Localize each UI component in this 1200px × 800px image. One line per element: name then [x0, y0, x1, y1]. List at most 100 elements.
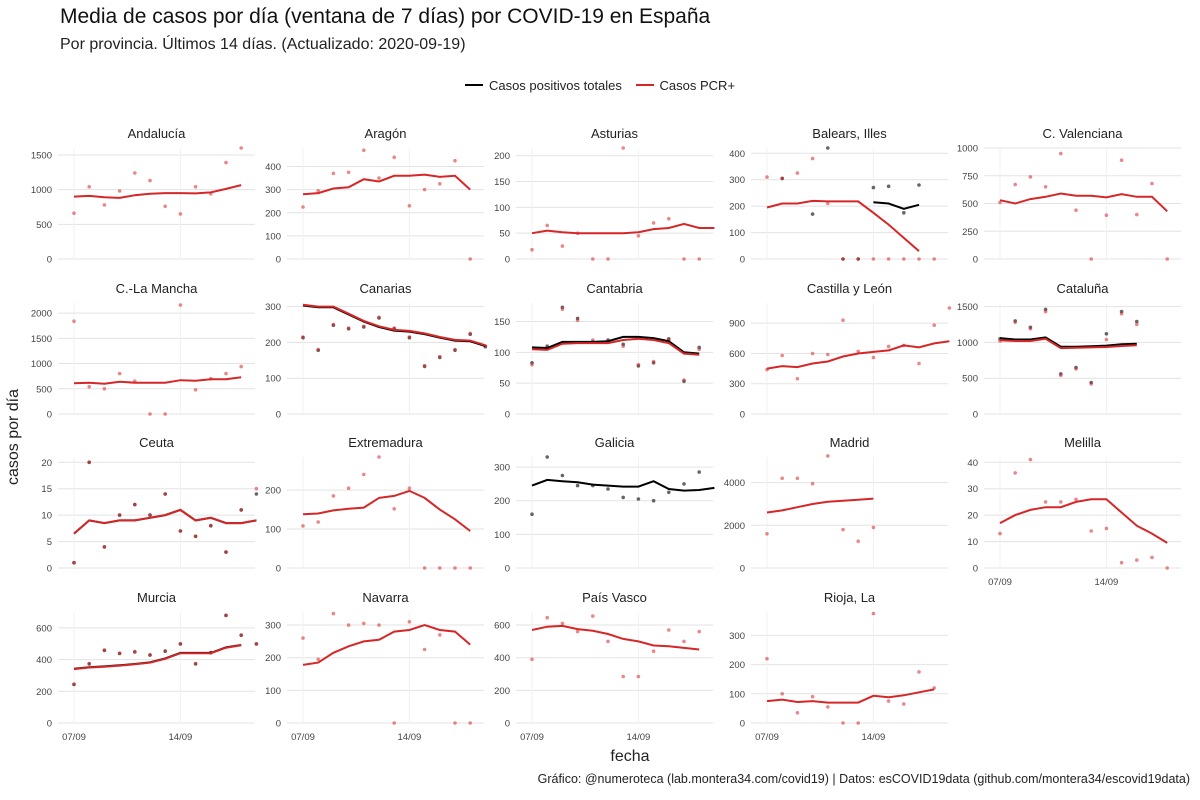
panel-title-balears-illes: Balears, Illes: [812, 126, 887, 141]
pcr-point-navarra: [377, 623, 381, 627]
y-tick-label-ceuta: 5: [47, 537, 52, 548]
pcr-point-castilla-y-leon: [947, 306, 952, 310]
pcr-point-cantabria: [682, 378, 686, 382]
pcr-point-c-la-mancha: [72, 319, 76, 324]
y-tick-label-pais-vasco: 0: [505, 719, 510, 730]
pcr-point-cantabria: [636, 362, 641, 367]
pcr-point-ceuta: [117, 513, 122, 517]
y-tick-label-c-la-mancha: 1000: [31, 359, 52, 370]
pcr-point-navarra: [468, 721, 473, 725]
y-tick-label-ceuta: 15: [41, 484, 52, 495]
y-tick-label-asturias: 150: [494, 177, 510, 188]
pcr-point-extremadura: [316, 520, 321, 524]
pcr-point-asturias: [606, 257, 610, 261]
pcr-point-cantabria: [530, 362, 534, 367]
legend-item-total: Casos positivos totales: [464, 78, 622, 93]
pcr-point-navarra: [422, 647, 427, 652]
total-line-cataluna: [999, 336, 1137, 348]
pcr-point-cataluna: [1059, 373, 1063, 378]
pcr-point-andalucia: [102, 203, 107, 207]
pcr-point-madrid: [871, 525, 876, 530]
pcr-point-cataluna: [1028, 327, 1033, 331]
pcr-point-canarias: [468, 331, 473, 336]
chart-subtitle: Por provincia. Últimos 14 días. (Actuali…: [60, 36, 466, 53]
y-tick-label-balears-illes: 200: [729, 202, 745, 213]
pcr-point-navarra: [346, 623, 351, 627]
pcr-line-extremadura: [302, 489, 471, 532]
pcr-point-extremadura: [377, 455, 381, 459]
pcr-point-c-la-mancha: [148, 412, 152, 416]
y-tick-label-c-valenciana: 250: [962, 227, 978, 238]
pcr-point-castilla-y-leon: [856, 349, 860, 354]
pcr-point-ceuta: [163, 492, 167, 496]
panel-title-pais-vasco: País Vasco: [582, 590, 647, 605]
y-tick-label-extremadura: 100: [265, 525, 281, 536]
pcr-point-pais-vasco: [651, 649, 656, 653]
pcr-point-rioja-la: [902, 702, 906, 706]
pcr-point-balears-illes: [826, 201, 830, 206]
pcr-point-ceuta: [87, 460, 91, 465]
panel-title-madrid: Madrid: [830, 435, 870, 450]
pcr-point-rioja-la: [826, 705, 830, 709]
panel-title-navarra: Navarra: [362, 590, 409, 605]
pcr-line-rioja-la: [766, 688, 935, 704]
pcr-point-c-la-mancha: [163, 412, 167, 416]
pcr-point-c-valenciana: [1059, 151, 1063, 156]
pcr-point-rioja-la: [841, 721, 845, 725]
pcr-point-balears-illes: [902, 257, 906, 261]
y-tick-label-castilla-y-leon: 0: [740, 410, 745, 421]
y-tick-label-galicia: 200: [494, 496, 510, 507]
y-tick-label-galicia: 100: [494, 530, 510, 541]
pcr-point-madrid: [780, 476, 784, 481]
pcr-point-aragon: [392, 155, 397, 160]
y-tick-label-navarra: 0: [276, 719, 281, 730]
pcr-point-melilla: [1104, 526, 1109, 531]
pcr-point-andalucia: [178, 212, 183, 216]
x-tick-label-murcia: 14/09: [169, 732, 193, 743]
panel-title-galicia: Galicia: [595, 435, 636, 450]
pcr-point-castilla-y-leon: [932, 323, 936, 328]
panel-title-cataluna: Cataluña: [1056, 281, 1109, 296]
y-axis-label: casos por día: [5, 388, 22, 486]
pcr-point-pais-vasco: [667, 628, 671, 632]
pcr-point-madrid: [826, 454, 830, 458]
total-point-galicia: [667, 490, 671, 495]
pcr-point-melilla: [1165, 566, 1169, 570]
pcr-point-pais-vasco: [530, 657, 534, 662]
pcr-point-navarra: [316, 657, 321, 662]
y-tick-label-madrid: 0: [740, 564, 745, 575]
y-tick-label-asturias: 50: [499, 229, 510, 240]
panel-title-melilla: Melilla: [1064, 435, 1102, 450]
pcr-point-castilla-y-leon: [780, 353, 784, 358]
pcr-line-andalucia: [73, 184, 242, 199]
total-point-balears-illes: [871, 185, 876, 190]
y-tick-label-asturias: 200: [494, 151, 510, 162]
pcr-point-andalucia: [148, 178, 152, 183]
pcr-point-balears-illes: [795, 171, 800, 175]
pcr-point-pais-vasco: [636, 674, 641, 679]
pcr-point-castilla-y-leon: [826, 352, 830, 357]
pcr-point-asturias: [682, 257, 686, 261]
pcr-point-balears-illes: [856, 257, 860, 261]
y-tick-label-pais-vasco: 600: [494, 621, 510, 632]
pcr-point-navarra: [301, 636, 305, 640]
y-tick-label-ceuta: 10: [41, 511, 52, 522]
pcr-point-ceuta: [224, 550, 228, 554]
pcr-point-cataluna: [1089, 382, 1093, 386]
y-tick-label-c-valenciana: 750: [962, 171, 978, 182]
pcr-point-ceuta: [148, 513, 152, 517]
pcr-point-balears-illes: [932, 257, 936, 261]
pcr-point-andalucia: [193, 185, 198, 189]
pcr-point-canarias: [301, 335, 305, 339]
panel-title-c-valenciana: C. Valenciana: [1043, 126, 1124, 141]
pcr-point-rioja-la: [765, 656, 769, 661]
y-tick-label-asturias: 0: [505, 255, 510, 266]
pcr-point-asturias: [667, 216, 671, 221]
pcr-point-c-valenciana: [1150, 181, 1154, 186]
y-tick-label-navarra: 100: [265, 686, 281, 697]
pcr-point-c-la-mancha: [178, 303, 183, 307]
pcr-point-c-la-mancha: [224, 371, 228, 376]
pcr-point-c-valenciana: [1043, 185, 1048, 189]
pcr-point-canarias: [377, 315, 381, 320]
